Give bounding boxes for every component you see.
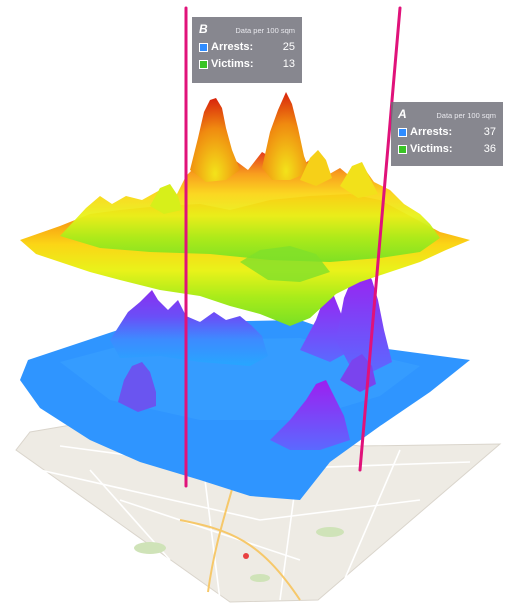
- arrests-peak-low: [270, 380, 350, 450]
- location-a-arrests-value: 37: [483, 126, 496, 138]
- marker-line-a: [358, 6, 402, 472]
- location-b-victims-row: Victims: 13: [199, 56, 295, 72]
- location-a-victims-row: Victims: 36: [398, 141, 496, 157]
- location-a-arrests-row: Arrests: 37: [398, 124, 496, 140]
- location-b-victims-label: Victims:: [211, 58, 254, 70]
- victims-swatch-icon: [199, 59, 208, 69]
- victims-surface: [20, 92, 470, 326]
- location-b-arrests-value: 25: [282, 41, 295, 53]
- map-parks: [134, 527, 344, 582]
- victims-peak-tall: [190, 98, 240, 182]
- arrests-bump: [118, 362, 156, 412]
- location-a-callout: A Data per 100 sqm Arrests: 37 Victims: …: [391, 102, 503, 166]
- arrests-peak-a: [336, 266, 392, 372]
- location-b-arrests-label: Arrests:: [211, 41, 254, 53]
- arrests-swatch-icon: [199, 42, 208, 52]
- arrests-swatch-icon: [398, 127, 407, 137]
- victims-swatch-icon: [398, 144, 407, 154]
- location-b-arrests-row: Arrests: 25: [199, 39, 295, 55]
- victims-peak-second: [262, 92, 310, 180]
- arrests-ridge-left: [110, 290, 268, 366]
- map-pin: [243, 553, 249, 559]
- location-a-unit-note: Data per 100 sqm: [436, 111, 496, 120]
- arrests-surface: [20, 266, 470, 500]
- location-b-victims-value: 13: [282, 58, 295, 70]
- location-markers: [184, 6, 402, 488]
- location-a-victims-value: 36: [483, 143, 496, 155]
- location-b-callout: B Data per 100 sqm Arrests: 25 Victims: …: [192, 17, 302, 83]
- location-a-victims-label: Victims:: [410, 143, 453, 155]
- location-b-letter: B: [199, 22, 208, 36]
- location-b-unit-note: Data per 100 sqm: [235, 26, 295, 35]
- location-a-letter: A: [398, 107, 407, 121]
- location-a-arrests-label: Arrests:: [410, 126, 453, 138]
